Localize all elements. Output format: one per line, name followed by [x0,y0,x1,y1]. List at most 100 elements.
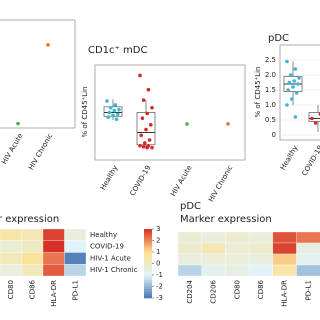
data-point [150,145,154,150]
heatmap-cell [272,253,297,266]
data-point [138,143,142,148]
y-tick-label: 2.0 [265,71,276,79]
colorbar-segment [144,281,152,285]
heatmap-cell [296,231,320,244]
heatmap-cell [21,264,44,277]
y-tick-label: 0 [272,131,276,139]
colorbar-segment [144,263,152,267]
colorbar-segment [144,233,152,237]
heatmap-cell [201,264,226,277]
data-point [290,97,294,101]
data-point [286,88,291,92]
y-axis-label: % of CD45⁺Lin [254,66,262,117]
row-label: COVID-19 [90,243,124,251]
colorbar-segment [144,252,152,255]
data-point [285,59,289,64]
heatmap-cell [0,264,22,277]
colorbar-segment [144,238,152,241]
row-label: Healthy [90,231,117,239]
heatmap-cell [248,253,273,266]
panel-frame [94,64,246,161]
heatmap-cell [296,253,320,266]
colorbar-segment [144,256,152,260]
heatmap-cell [0,240,22,253]
data-point [293,115,298,119]
data-point [226,122,230,126]
y-tick-label: 0.5 [265,116,276,124]
colorbar-segment [144,258,152,262]
data-point [143,141,147,145]
colorbar-segment [144,231,152,234]
data-point [138,73,142,78]
heatmap-cell [272,264,297,277]
row-label: HIV-1 Acute [90,254,131,262]
data-point [108,105,113,110]
heatmap-cell [42,240,65,253]
data-point [105,99,109,103]
colorbar-segment [144,295,152,299]
heatmap-cell [272,231,297,244]
data-point [147,138,152,142]
colorbar-segment [144,272,152,276]
heatmap-cell [64,228,87,241]
colorbar-segment [144,293,152,296]
heatmap-cell [177,242,202,255]
data-point [16,121,20,126]
data-point [297,76,301,80]
heatmap-cell [248,264,273,277]
data-point [112,108,116,113]
x-tick-label: Healthy [99,164,119,192]
heatmap-cell [177,231,202,244]
data-point [116,112,120,117]
heatmap-cell [201,242,226,255]
heatmap-cell [225,253,250,266]
data-point [294,91,299,95]
colorbar-tick-label: 1 [156,248,160,256]
heatmap-cell [201,231,226,244]
column-label: PD-L1 [71,280,79,301]
panel-frame [279,44,320,141]
data-point [139,133,143,138]
box [308,112,320,122]
colorbar-segment [144,291,152,294]
heatmap-cell [0,228,22,241]
colorbar-segment [144,254,152,257]
colorbar-tick-label: 0 [156,260,160,268]
data-point [291,85,295,89]
panel-title: CD1c⁺ mDC [88,45,147,56]
heatmap-cell [248,242,273,255]
colorbar-tick-label: -3 [156,294,163,302]
heatmap-cell [64,240,87,253]
x-tick-label: HIV Acute [0,132,24,166]
colorbar-segment [144,279,152,283]
heatmap-cell [296,264,320,277]
colorbar-segment [144,247,152,250]
heatmap-cell [177,253,202,266]
data-point [292,79,297,83]
panel-frame [0,19,76,129]
data-point [293,67,298,71]
heatmap-title: r expression [0,214,59,225]
data-point [146,87,151,92]
y-tick-label: 2.5 [265,56,276,64]
heatmap-cell [21,240,44,253]
column-label: HLA-DR [281,280,289,307]
y-tick-label: 1.0 [265,101,276,109]
heatmap-cell [42,228,65,241]
column-label: CD80 [7,280,15,299]
data-point [141,98,146,102]
data-point [111,113,115,118]
heatmap-cell [64,264,87,277]
heatmap-subtitle: Marker expression [180,214,272,225]
panel-title: pDC [268,33,289,44]
data-point [310,116,314,121]
x-tick-label: HIV Acute [169,164,193,198]
colorbar-segment [144,286,152,290]
x-tick-label: HIV Chronic [27,132,54,172]
colorbar-segment [144,275,152,278]
data-point [150,105,154,110]
data-point [149,123,153,127]
data-point [113,103,118,107]
